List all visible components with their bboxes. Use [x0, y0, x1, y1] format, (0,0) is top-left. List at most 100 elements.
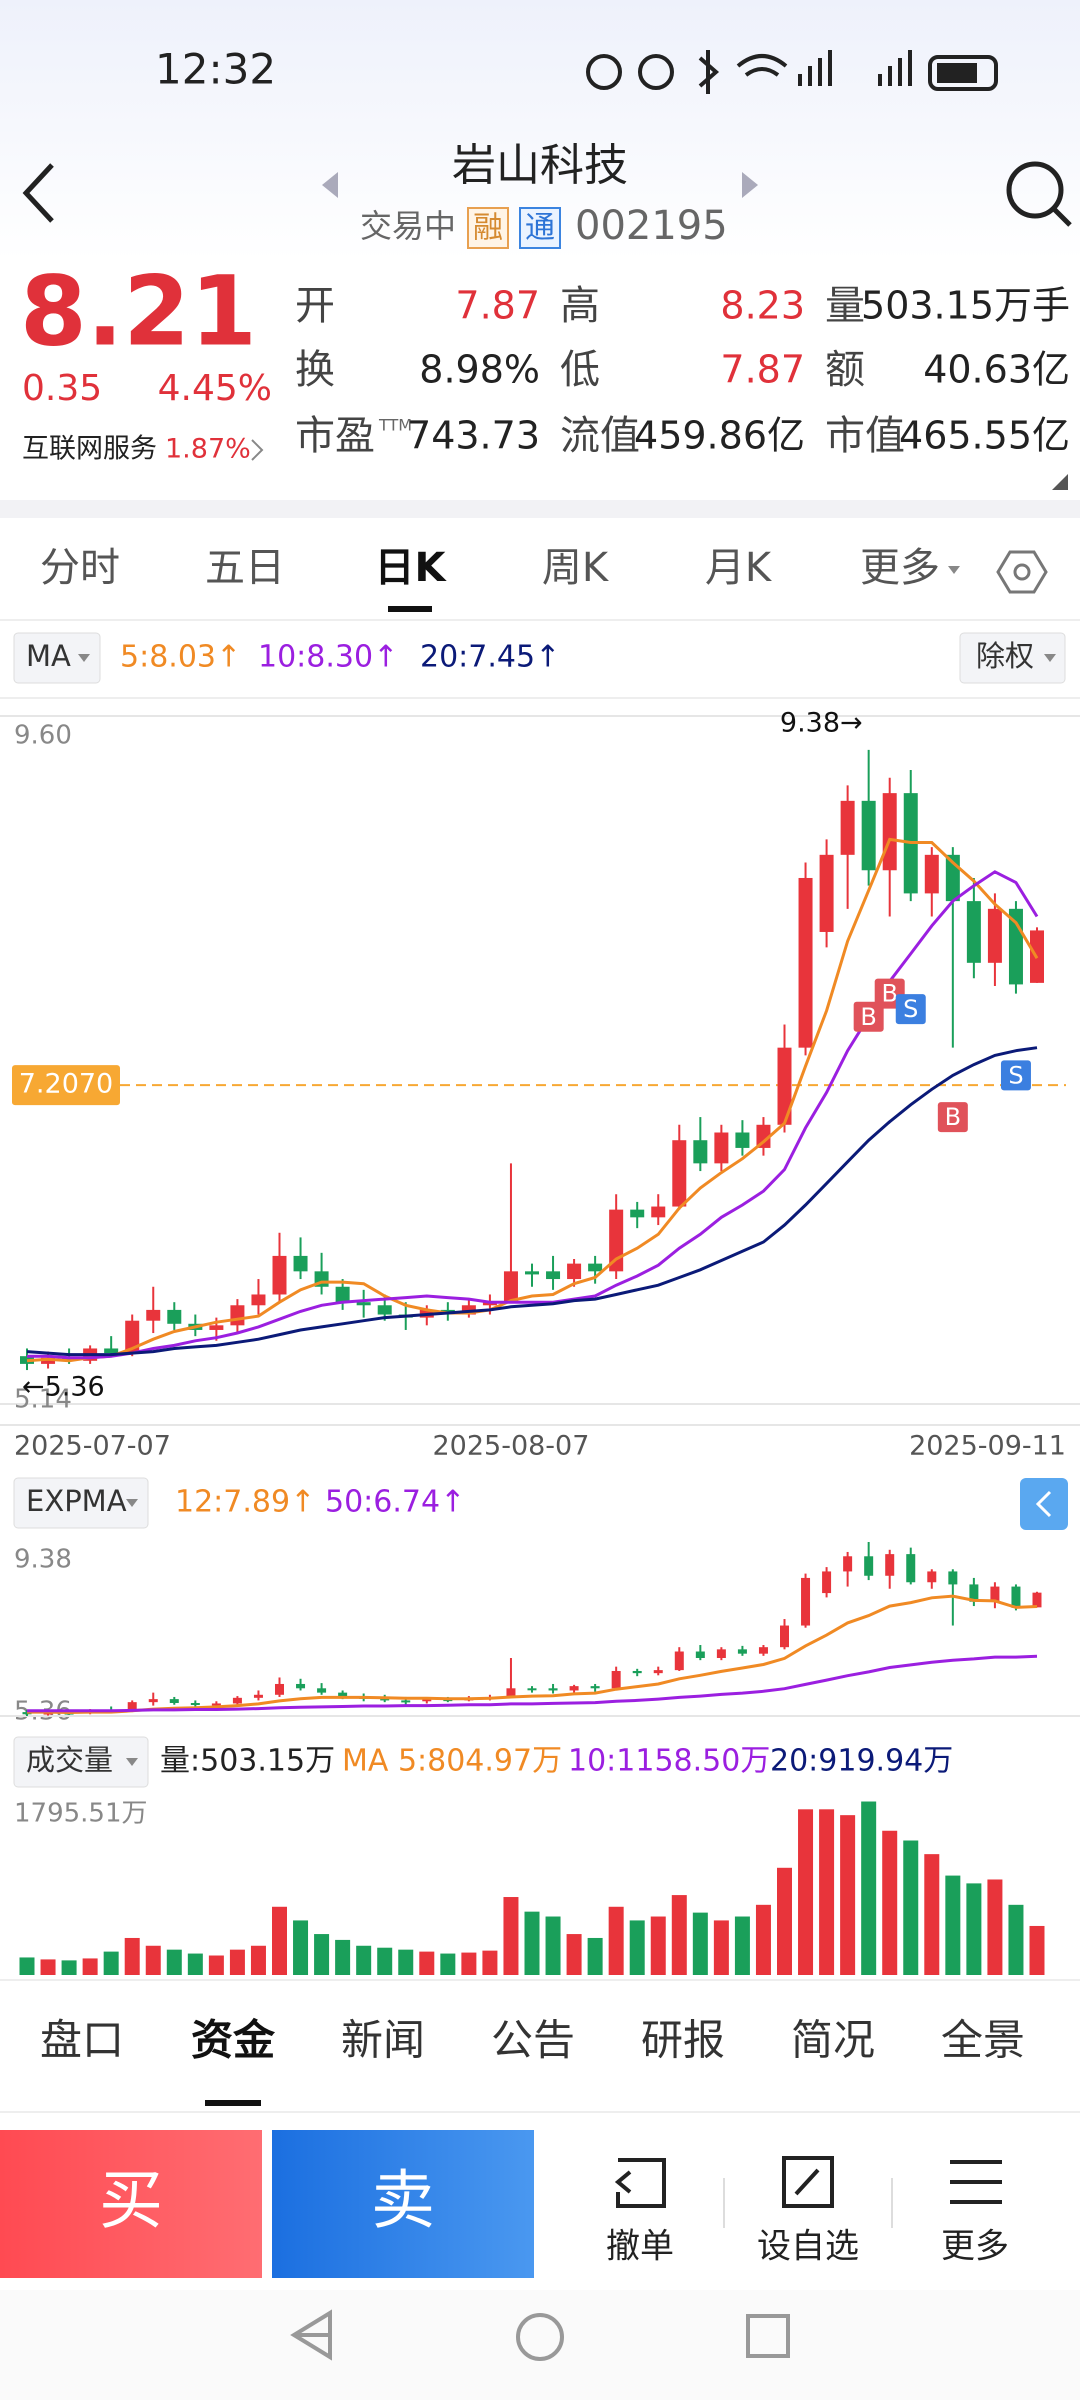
nav-recent[interactable] [746, 2314, 790, 2358]
period-tab[interactable]: 周K [542, 545, 610, 591]
bottom-tab[interactable]: 新闻 [341, 2016, 425, 2065]
volume-bar [335, 1939, 351, 1975]
indicator-value: 12:7.89↑ [175, 1485, 315, 1520]
badge-box [519, 207, 561, 249]
candle-body [104, 1348, 119, 1354]
volume-bar [40, 1959, 56, 1975]
candle-body [209, 1325, 224, 1330]
industry-pct: 1.87% [165, 434, 251, 465]
volume-bar [19, 1957, 35, 1975]
bottom-tab[interactable]: 全景 [941, 2016, 1025, 2065]
industry: 互联网服务 [22, 434, 157, 465]
trade-marker-label: S [903, 995, 918, 1023]
candle-body [1011, 1586, 1021, 1608]
more-icon[interactable] [950, 2160, 1002, 2204]
volume-bar [377, 1947, 393, 1975]
next-stock[interactable] [742, 172, 758, 198]
candle-body [356, 1302, 371, 1306]
buy-button[interactable] [0, 2130, 262, 2278]
tool-label[interactable]: 设自选 [757, 2227, 859, 2267]
bottom-tab[interactable]: 简况 [791, 2016, 875, 2065]
candle-body [275, 1683, 284, 1695]
separator [0, 500, 1080, 518]
candle-body [569, 1686, 579, 1691]
volume-bar [1008, 1904, 1024, 1975]
back-button[interactable] [22, 163, 54, 223]
trade-marker [937, 1102, 968, 1133]
stat-label: 市盈 [295, 413, 375, 459]
volume-bar [798, 1809, 814, 1975]
volume-bar [124, 1937, 140, 1975]
candle-body [822, 1571, 832, 1594]
candle-body [758, 1647, 768, 1654]
period-tab[interactable]: 五日 [205, 545, 285, 591]
volume-bar [861, 1801, 877, 1975]
stat-value: 8.98% [419, 348, 540, 392]
candle-body [527, 1688, 537, 1691]
tool-label[interactable]: 更多 [941, 2227, 1009, 2267]
indicator-box[interactable] [13, 1477, 149, 1529]
x-tick-label: 2025-08-07 [432, 1431, 589, 1462]
nav-home[interactable] [516, 2313, 564, 2361]
prev-stock[interactable] [322, 172, 338, 198]
cancel-icon[interactable] [614, 2158, 666, 2208]
badge: 融 [473, 211, 503, 246]
volume-bar [1029, 1925, 1045, 1975]
adjust-box[interactable] [959, 632, 1066, 684]
bottom-tab[interactable]: 研报 [641, 2016, 725, 2065]
collapse-tab[interactable] [1020, 1478, 1068, 1530]
volume-bar [398, 1949, 414, 1975]
candle-body [338, 1692, 348, 1697]
badge-box [467, 207, 509, 249]
period-tab[interactable]: 分时 [40, 545, 120, 591]
volume-bar [566, 1934, 582, 1975]
candle-body [548, 1688, 558, 1691]
volume-bar [966, 1883, 982, 1975]
indicator-box[interactable] [13, 632, 101, 684]
volume-bar [82, 1958, 98, 1975]
sell-button[interactable] [272, 2130, 534, 2278]
candle-body [948, 1571, 958, 1585]
candle-body [990, 1586, 1000, 1602]
candle-body [211, 1703, 221, 1706]
volume-bar [524, 1911, 540, 1975]
price-change-pct: 4.45% [158, 368, 272, 409]
tool-label[interactable]: 撤单 [606, 2227, 674, 2267]
candle-body [41, 1357, 56, 1364]
indicator-value: 50:6.74↑ [325, 1485, 465, 1520]
industry-arrow[interactable] [251, 439, 264, 461]
search-button[interactable] [1006, 161, 1072, 227]
stat-value: 503.15万手 [861, 284, 1070, 328]
bottom-tab[interactable]: 公告 [491, 2016, 575, 2065]
indicator-value: MA 5:804.97万 [342, 1744, 562, 1779]
candle-body [735, 1132, 750, 1148]
bottom-tab[interactable]: 资金 [191, 2016, 276, 2065]
buy-label: 买 [99, 2165, 163, 2239]
volume-bar [187, 1953, 203, 1975]
volume-bar [103, 1951, 119, 1975]
watchlist-icon[interactable] [782, 2156, 834, 2208]
candle-body [590, 1686, 600, 1689]
period-tab[interactable]: 日K [375, 545, 448, 591]
indicator-value: 10:1158.50万 [568, 1744, 770, 1779]
expand-corner[interactable] [1052, 474, 1068, 490]
volume-bar [208, 1955, 224, 1975]
indicator-value: 5:8.03↑ [120, 640, 241, 675]
volume-bar [229, 1949, 245, 1975]
settings-button[interactable] [996, 550, 1048, 594]
period-tab[interactable]: 月K [705, 545, 773, 591]
candle-body [756, 1124, 771, 1148]
badge: 通 [525, 211, 555, 246]
indicator-box[interactable] [13, 1736, 149, 1788]
volume-bar [924, 1854, 940, 1975]
stock-code: 002195 [575, 203, 728, 249]
volume-bar [461, 1952, 477, 1975]
candle-body [882, 793, 897, 871]
stat-label: 换 [295, 347, 335, 393]
candle-body [630, 1209, 645, 1218]
nav-back[interactable] [290, 2309, 332, 2361]
x-tick-label: 2025-09-11 [909, 1431, 1066, 1462]
volume-bar [61, 1960, 77, 1975]
period-tab[interactable]: 更多 [860, 545, 940, 591]
bottom-tab[interactable]: 盘口 [40, 2016, 124, 2065]
